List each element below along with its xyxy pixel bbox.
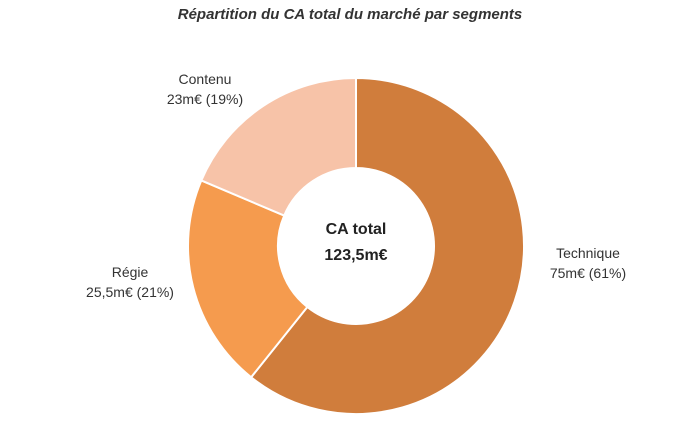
slice-label-name: Contenu — [179, 71, 232, 87]
slice-label-value: 23m€ (19%) — [167, 91, 243, 107]
donut-slices — [187, 76, 525, 415]
chart-title: Répartition du CA total du marché par se… — [177, 6, 523, 23]
center-label-title: CA total — [326, 221, 387, 238]
slice-label-name: Régie — [112, 264, 149, 280]
slice-label-value: 75m€ (61%) — [550, 265, 626, 281]
center-label-total: 123,5m€ — [324, 247, 387, 264]
slice-r-gie — [187, 179, 309, 379]
slice-technique — [249, 76, 525, 415]
slice-contenu — [199, 76, 357, 217]
slice-labels: Technique 75m€ (61%) Régie 25,5m€ (21%) Cont… — [86, 71, 626, 300]
slice-label-value: 25,5m€ (21%) — [86, 284, 174, 300]
slice-label-name: Technique — [556, 245, 620, 261]
